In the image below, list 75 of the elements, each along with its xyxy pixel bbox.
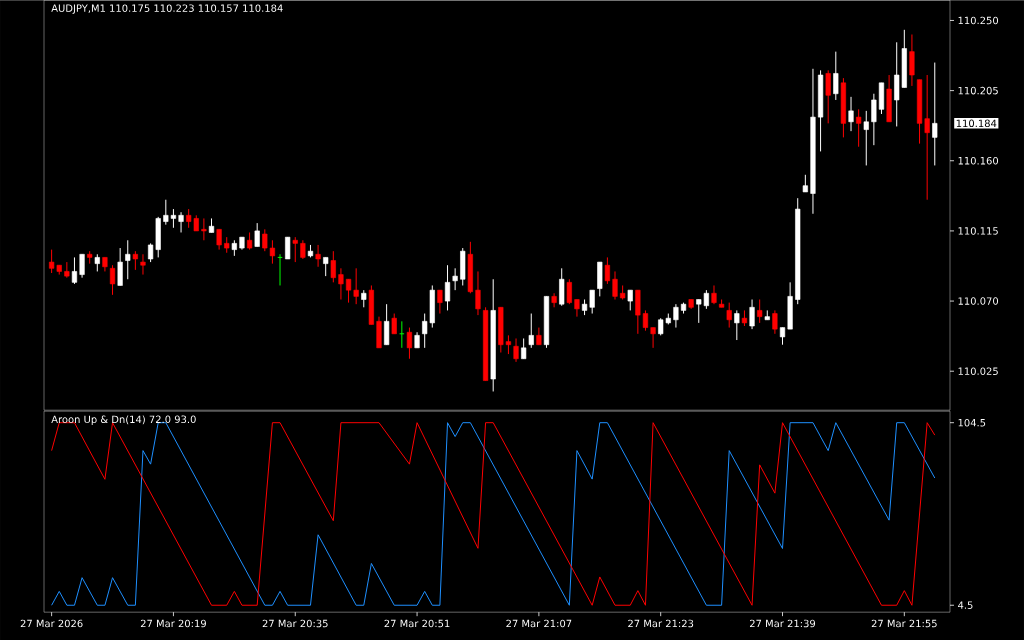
candlestick xyxy=(909,33,915,87)
candlestick xyxy=(163,199,169,226)
x-tick-label: 27 Mar 21:39 xyxy=(749,619,816,628)
candlestick xyxy=(734,309,740,341)
candlestick xyxy=(856,108,862,148)
candlestick xyxy=(452,267,458,291)
x-tick-label: 27 Mar 21:07 xyxy=(506,619,572,628)
x-tick-label: 27 Mar 21:23 xyxy=(628,619,694,628)
candlestick xyxy=(71,256,78,285)
candlestick xyxy=(117,247,123,286)
x-tick-label: 27 Mar 20:35 xyxy=(262,619,328,628)
candlestick xyxy=(475,270,481,316)
candlestick xyxy=(863,110,869,166)
candlestick xyxy=(254,222,260,247)
x-tick-label: 27 Mar 21:55 xyxy=(871,619,937,628)
candlestick xyxy=(391,312,397,335)
candlestick xyxy=(315,244,321,268)
candlestick xyxy=(932,61,938,166)
y-tick-label: 110.205 xyxy=(958,86,998,95)
candlestick xyxy=(871,93,877,146)
candlestick xyxy=(604,256,610,285)
candlestick xyxy=(566,278,572,305)
y-tick-label: 110.070 xyxy=(958,297,999,305)
candlestick xyxy=(924,74,930,201)
candlestick xyxy=(437,289,443,314)
candlestick xyxy=(711,284,717,305)
candlestick xyxy=(201,217,207,241)
candlestick xyxy=(650,326,656,349)
candlestick xyxy=(292,236,298,263)
candlestick xyxy=(178,211,184,233)
y-tick-label: 110.025 xyxy=(958,367,998,375)
candlestick xyxy=(673,303,679,328)
candlestick xyxy=(848,96,854,132)
candlestick xyxy=(353,267,359,305)
x-tick-label: 27 Mar 20:19 xyxy=(140,619,206,628)
text: 110.184 xyxy=(956,119,997,128)
x-tick-label: 27 Mar 2026 xyxy=(20,619,83,628)
candlestick xyxy=(642,309,649,332)
candlestick xyxy=(528,312,534,349)
y-tick-label: 4.5 xyxy=(958,601,973,609)
x-tick-label: 27 Mar 20:51 xyxy=(384,619,450,628)
candlestick xyxy=(109,264,116,296)
candlestick xyxy=(345,278,352,304)
y-tick-label: 110.250 xyxy=(958,16,999,25)
candlestick xyxy=(384,303,390,346)
candlestick xyxy=(170,208,177,229)
y-tick-label: 110.115 xyxy=(958,227,998,235)
candlestick xyxy=(757,298,763,324)
candlestick xyxy=(132,250,138,271)
candlestick xyxy=(338,267,344,300)
candlestick xyxy=(79,253,85,279)
candlestick xyxy=(589,289,595,314)
candlestick xyxy=(772,309,778,335)
candlestick xyxy=(833,51,839,101)
candlestick xyxy=(627,289,633,311)
candlestick xyxy=(216,228,222,251)
candlestick xyxy=(323,256,329,277)
y-tick-label: 104.5 xyxy=(958,418,986,427)
candlestick xyxy=(612,270,618,300)
candlestick xyxy=(551,292,557,308)
candlestick xyxy=(825,69,831,124)
candlestick xyxy=(406,326,413,360)
candlestick xyxy=(521,337,527,360)
candlestick xyxy=(726,302,732,328)
chart-title: AUDJPY,M1 110.175 110.223 110.157 110.184 xyxy=(51,4,283,14)
candlestick xyxy=(140,253,146,275)
chart-title: Aroon Up & Dn(14) 72.0 93.0 xyxy=(51,415,196,425)
candlestick xyxy=(300,239,306,260)
y-tick-label: 110.160 xyxy=(958,156,999,165)
candlestick xyxy=(285,236,291,260)
candlestick xyxy=(125,239,131,280)
candlestick xyxy=(749,298,755,330)
candlestick xyxy=(330,250,336,283)
candlestick xyxy=(444,264,451,311)
candlestick xyxy=(513,337,519,363)
